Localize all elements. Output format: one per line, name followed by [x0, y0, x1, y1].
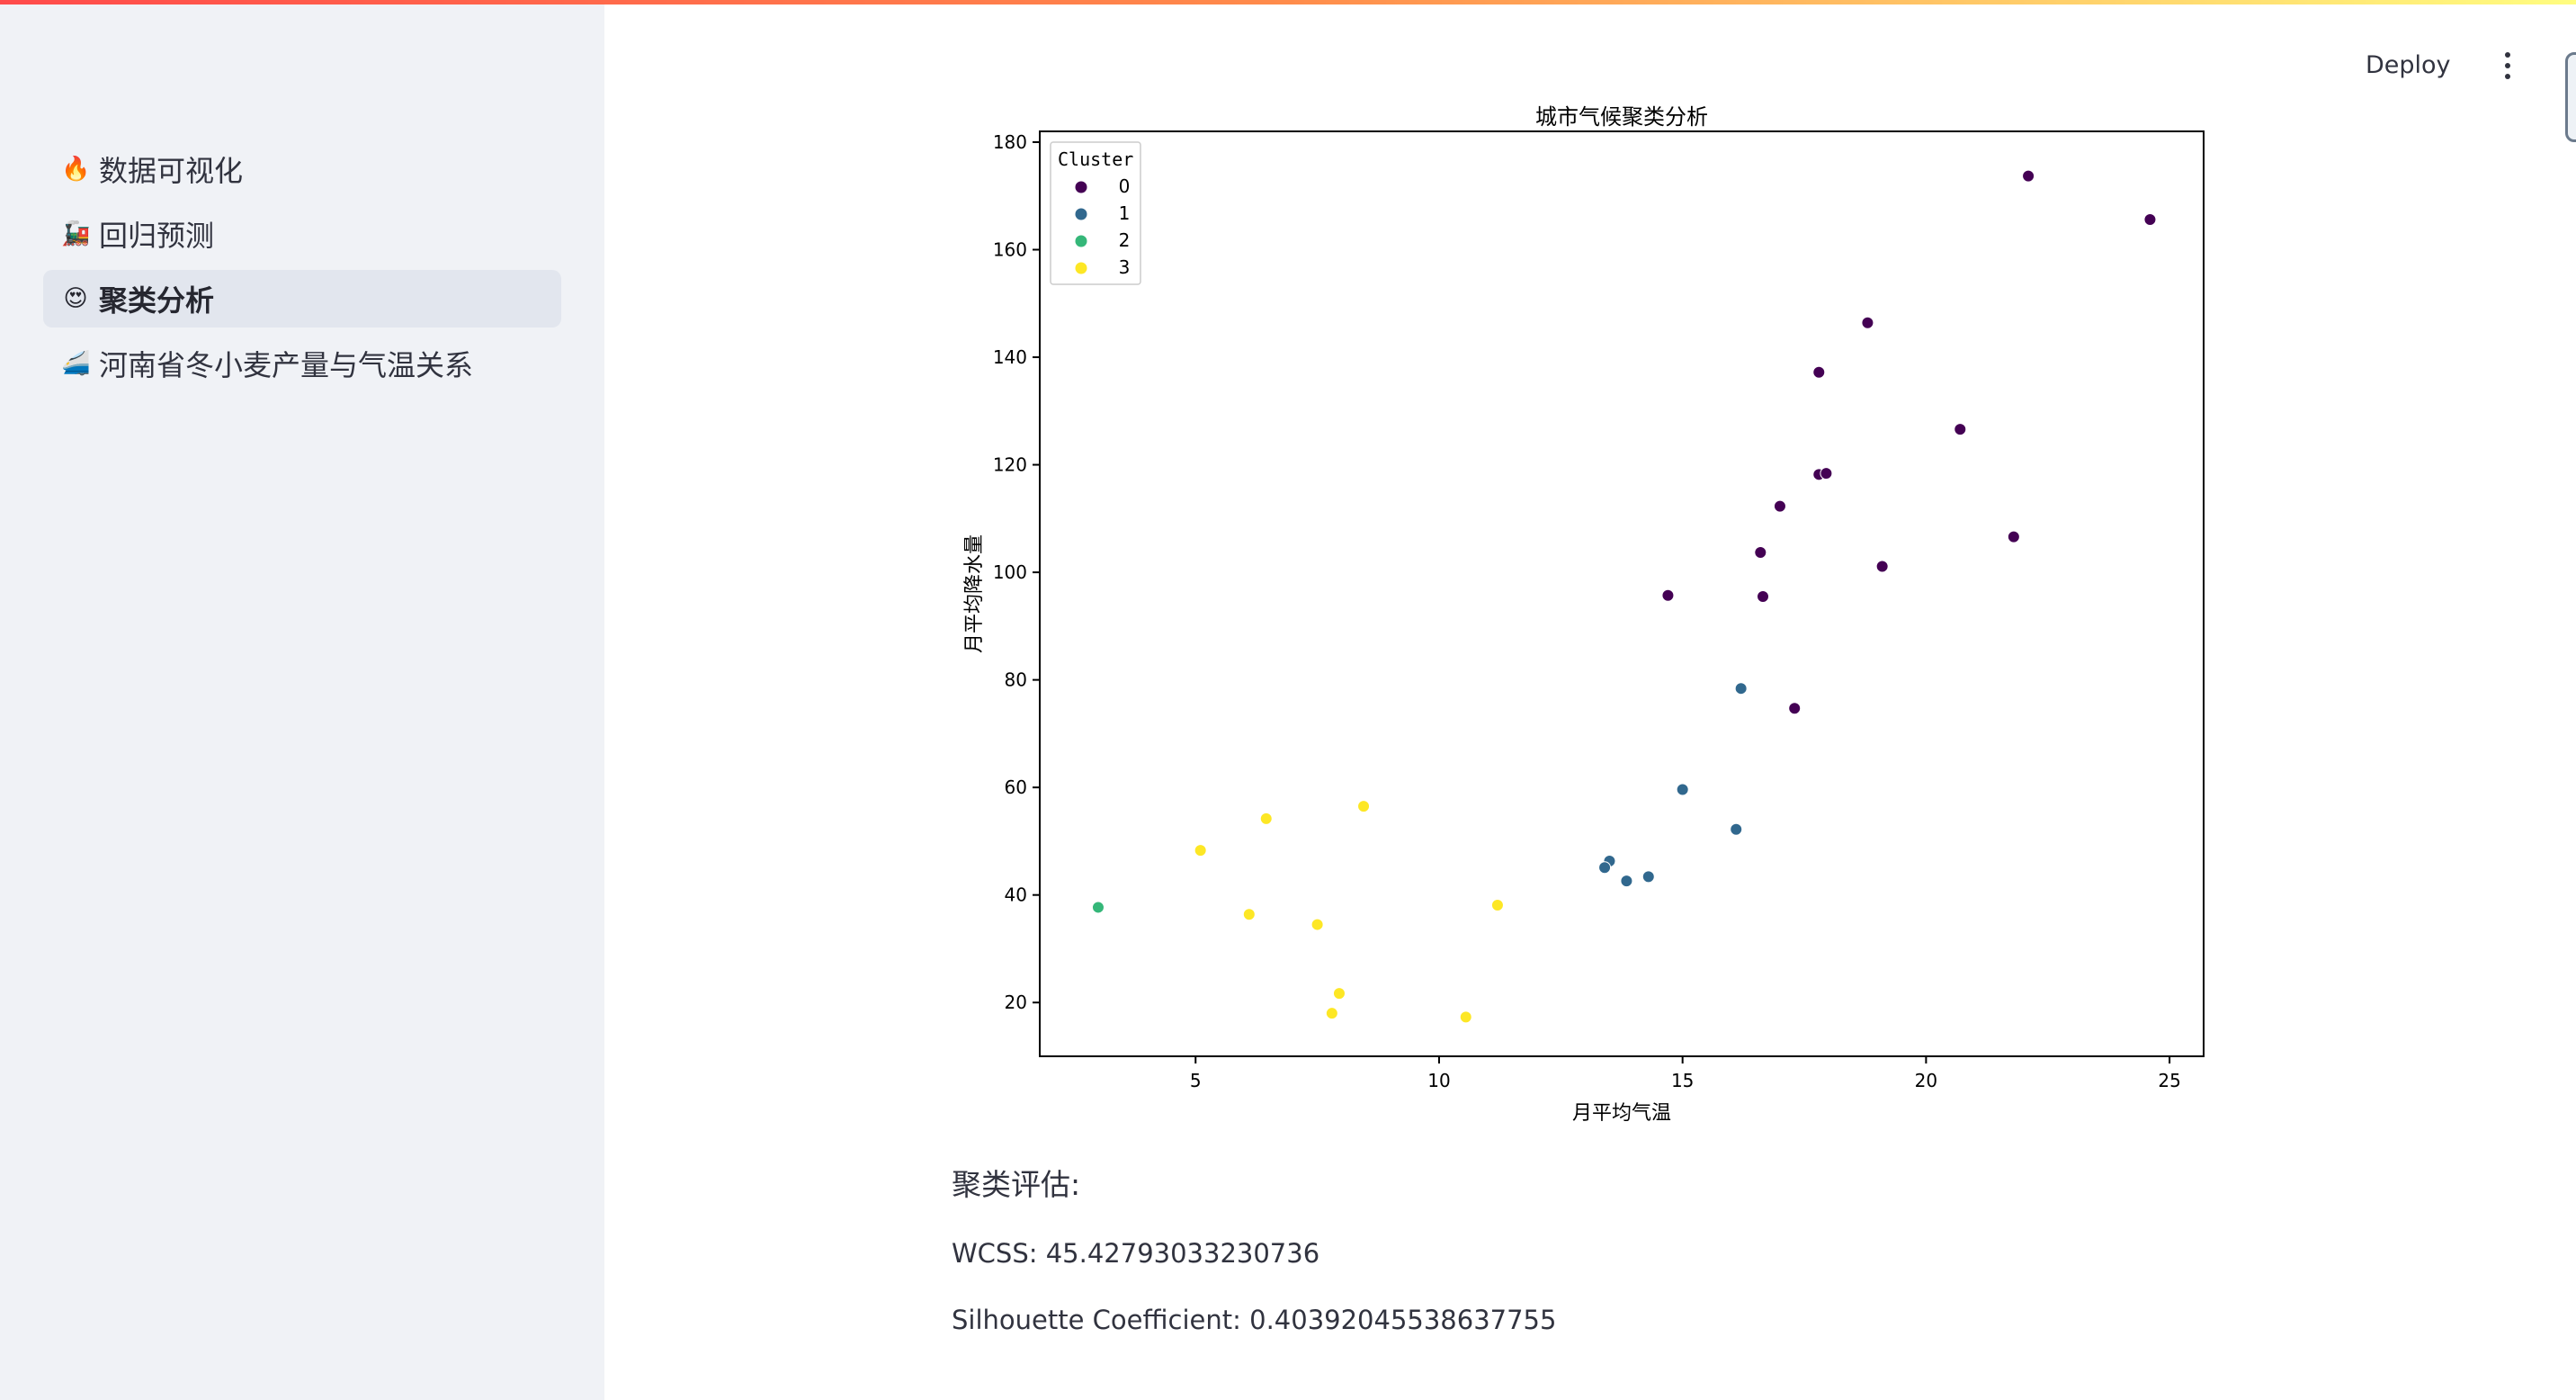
chart-title: 城市气候聚类分析 [1535, 104, 1708, 130]
x-tick-label: 5 [1190, 1070, 1202, 1091]
window-edge-handle[interactable] [2565, 52, 2576, 142]
y-tick-label: 60 [1005, 776, 1027, 798]
silhouette-value: Silhouette Coefficient: 0.40392045538637… [952, 1305, 1557, 1335]
y-tick-label: 140 [993, 346, 1027, 368]
x-tick-label: 20 [1915, 1070, 1937, 1091]
menu-dot [2505, 63, 2510, 68]
data-point-cluster-1 [1676, 783, 1689, 796]
data-point-cluster-0 [1788, 702, 1802, 715]
legend-title: Cluster [1058, 148, 1133, 170]
data-point-cluster-3 [1259, 812, 1273, 825]
x-tick-label: 25 [2158, 1070, 2180, 1091]
legend-label: 1 [1119, 202, 1131, 224]
top-decoration-bar [0, 0, 2576, 4]
sidebar-item-regression[interactable]: 🚂 回归预测 [43, 205, 561, 263]
data-point-cluster-1 [1598, 861, 1612, 875]
menu-dot [2505, 52, 2510, 58]
sidebar-item-clustering[interactable]: 😍 聚类分析 [43, 270, 561, 328]
data-point-cluster-0 [1757, 589, 1770, 603]
legend-marker [1075, 235, 1087, 247]
data-point-cluster-0 [1754, 545, 1767, 559]
data-point-cluster-0 [1773, 499, 1786, 513]
sidebar-nav: 🔥 数据可视化 🚂 回归预测 😍 聚类分析 🚄 河南省冬小麦产量与气温关系 [43, 140, 561, 399]
data-point-cluster-0 [1875, 560, 1889, 573]
fire-icon: 🔥 [61, 156, 91, 183]
data-point-cluster-3 [1459, 1010, 1472, 1024]
data-point-cluster-3 [1310, 918, 1324, 931]
data-point-cluster-0 [2143, 213, 2157, 227]
sidebar-item-label: 聚类分析 [99, 283, 215, 318]
legend-label: 0 [1119, 175, 1131, 197]
legend-label: 3 [1119, 256, 1131, 278]
menu-dot [2505, 74, 2510, 79]
sidebar-item-wheat-temperature[interactable]: 🚄 河南省冬小麦产量与气温关系 [43, 335, 561, 392]
data-point-cluster-3 [1357, 800, 1371, 813]
y-tick-label: 160 [993, 238, 1027, 260]
data-point-cluster-1 [1734, 682, 1748, 696]
train-icon: 🚂 [61, 220, 91, 247]
data-point-cluster-0 [1661, 588, 1675, 602]
deploy-button[interactable]: Deploy [2366, 51, 2451, 79]
x-axis-label: 月平均气温 [1572, 1102, 1671, 1125]
y-axis-label: 月平均降水量 [963, 534, 986, 653]
data-point-cluster-3 [1490, 899, 1504, 912]
x-tick-label: 10 [1427, 1070, 1450, 1091]
data-point-cluster-0 [1812, 365, 1826, 379]
wcss-value: WCSS: 45.42793033230736 [952, 1238, 1320, 1269]
cluster-evaluation: 聚类评估: WCSS: 45.42793033230736 Silhouette… [952, 1161, 1556, 1371]
y-tick-label: 100 [993, 561, 1027, 583]
data-point-cluster-0 [1954, 423, 1967, 436]
data-point-cluster-3 [1325, 1007, 1338, 1020]
data-point-cluster-0 [2022, 169, 2035, 183]
legend-box [1050, 141, 1141, 285]
data-point-cluster-1 [1641, 870, 1655, 884]
sidebar-item-label: 河南省冬小麦产量与气温关系 [99, 348, 474, 382]
legend-marker [1075, 181, 1087, 193]
data-point-cluster-3 [1194, 844, 1207, 857]
cluster-scatter-chart: 城市气候聚类分析 5 10 15 20 25 20 40 60 80 100 120 140 160 180… [953, 99, 2213, 1134]
evaluation-heading: 聚类评估: [952, 1167, 1081, 1202]
y-tick-label: 20 [1005, 992, 1027, 1013]
bullet-train-icon: 🚄 [61, 350, 91, 377]
data-point-cluster-1 [1620, 875, 1633, 888]
more-vertical-icon[interactable] [2491, 45, 2524, 86]
legend-marker [1075, 208, 1087, 220]
data-point-cluster-3 [1242, 908, 1256, 921]
data-point-cluster-0 [2007, 530, 2020, 543]
data-point-cluster-3 [1332, 987, 1346, 1001]
data-point-cluster-0 [1820, 467, 1833, 480]
sidebar-item-label: 回归预测 [99, 219, 215, 253]
sidebar-item-label: 数据可视化 [99, 154, 244, 188]
x-tick-label: 15 [1671, 1070, 1694, 1091]
data-point-cluster-0 [1861, 316, 1874, 329]
sidebar: 🔥 数据可视化 🚂 回归预测 😍 聚类分析 🚄 河南省冬小麦产量与气温关系 [0, 0, 604, 1400]
y-tick-label: 180 [993, 131, 1027, 153]
sidebar-item-data-visualization[interactable]: 🔥 数据可视化 [43, 140, 561, 198]
y-tick-label: 40 [1005, 884, 1027, 906]
data-point-cluster-1 [1730, 822, 1743, 836]
legend-label: 2 [1119, 229, 1131, 251]
legend-marker [1075, 262, 1087, 274]
plot-frame [1039, 130, 2205, 1057]
y-tick-label: 120 [993, 454, 1027, 476]
heart-eyes-icon: 😍 [63, 285, 88, 312]
data-point-cluster-2 [1091, 901, 1105, 914]
y-tick-label: 80 [1005, 669, 1027, 691]
